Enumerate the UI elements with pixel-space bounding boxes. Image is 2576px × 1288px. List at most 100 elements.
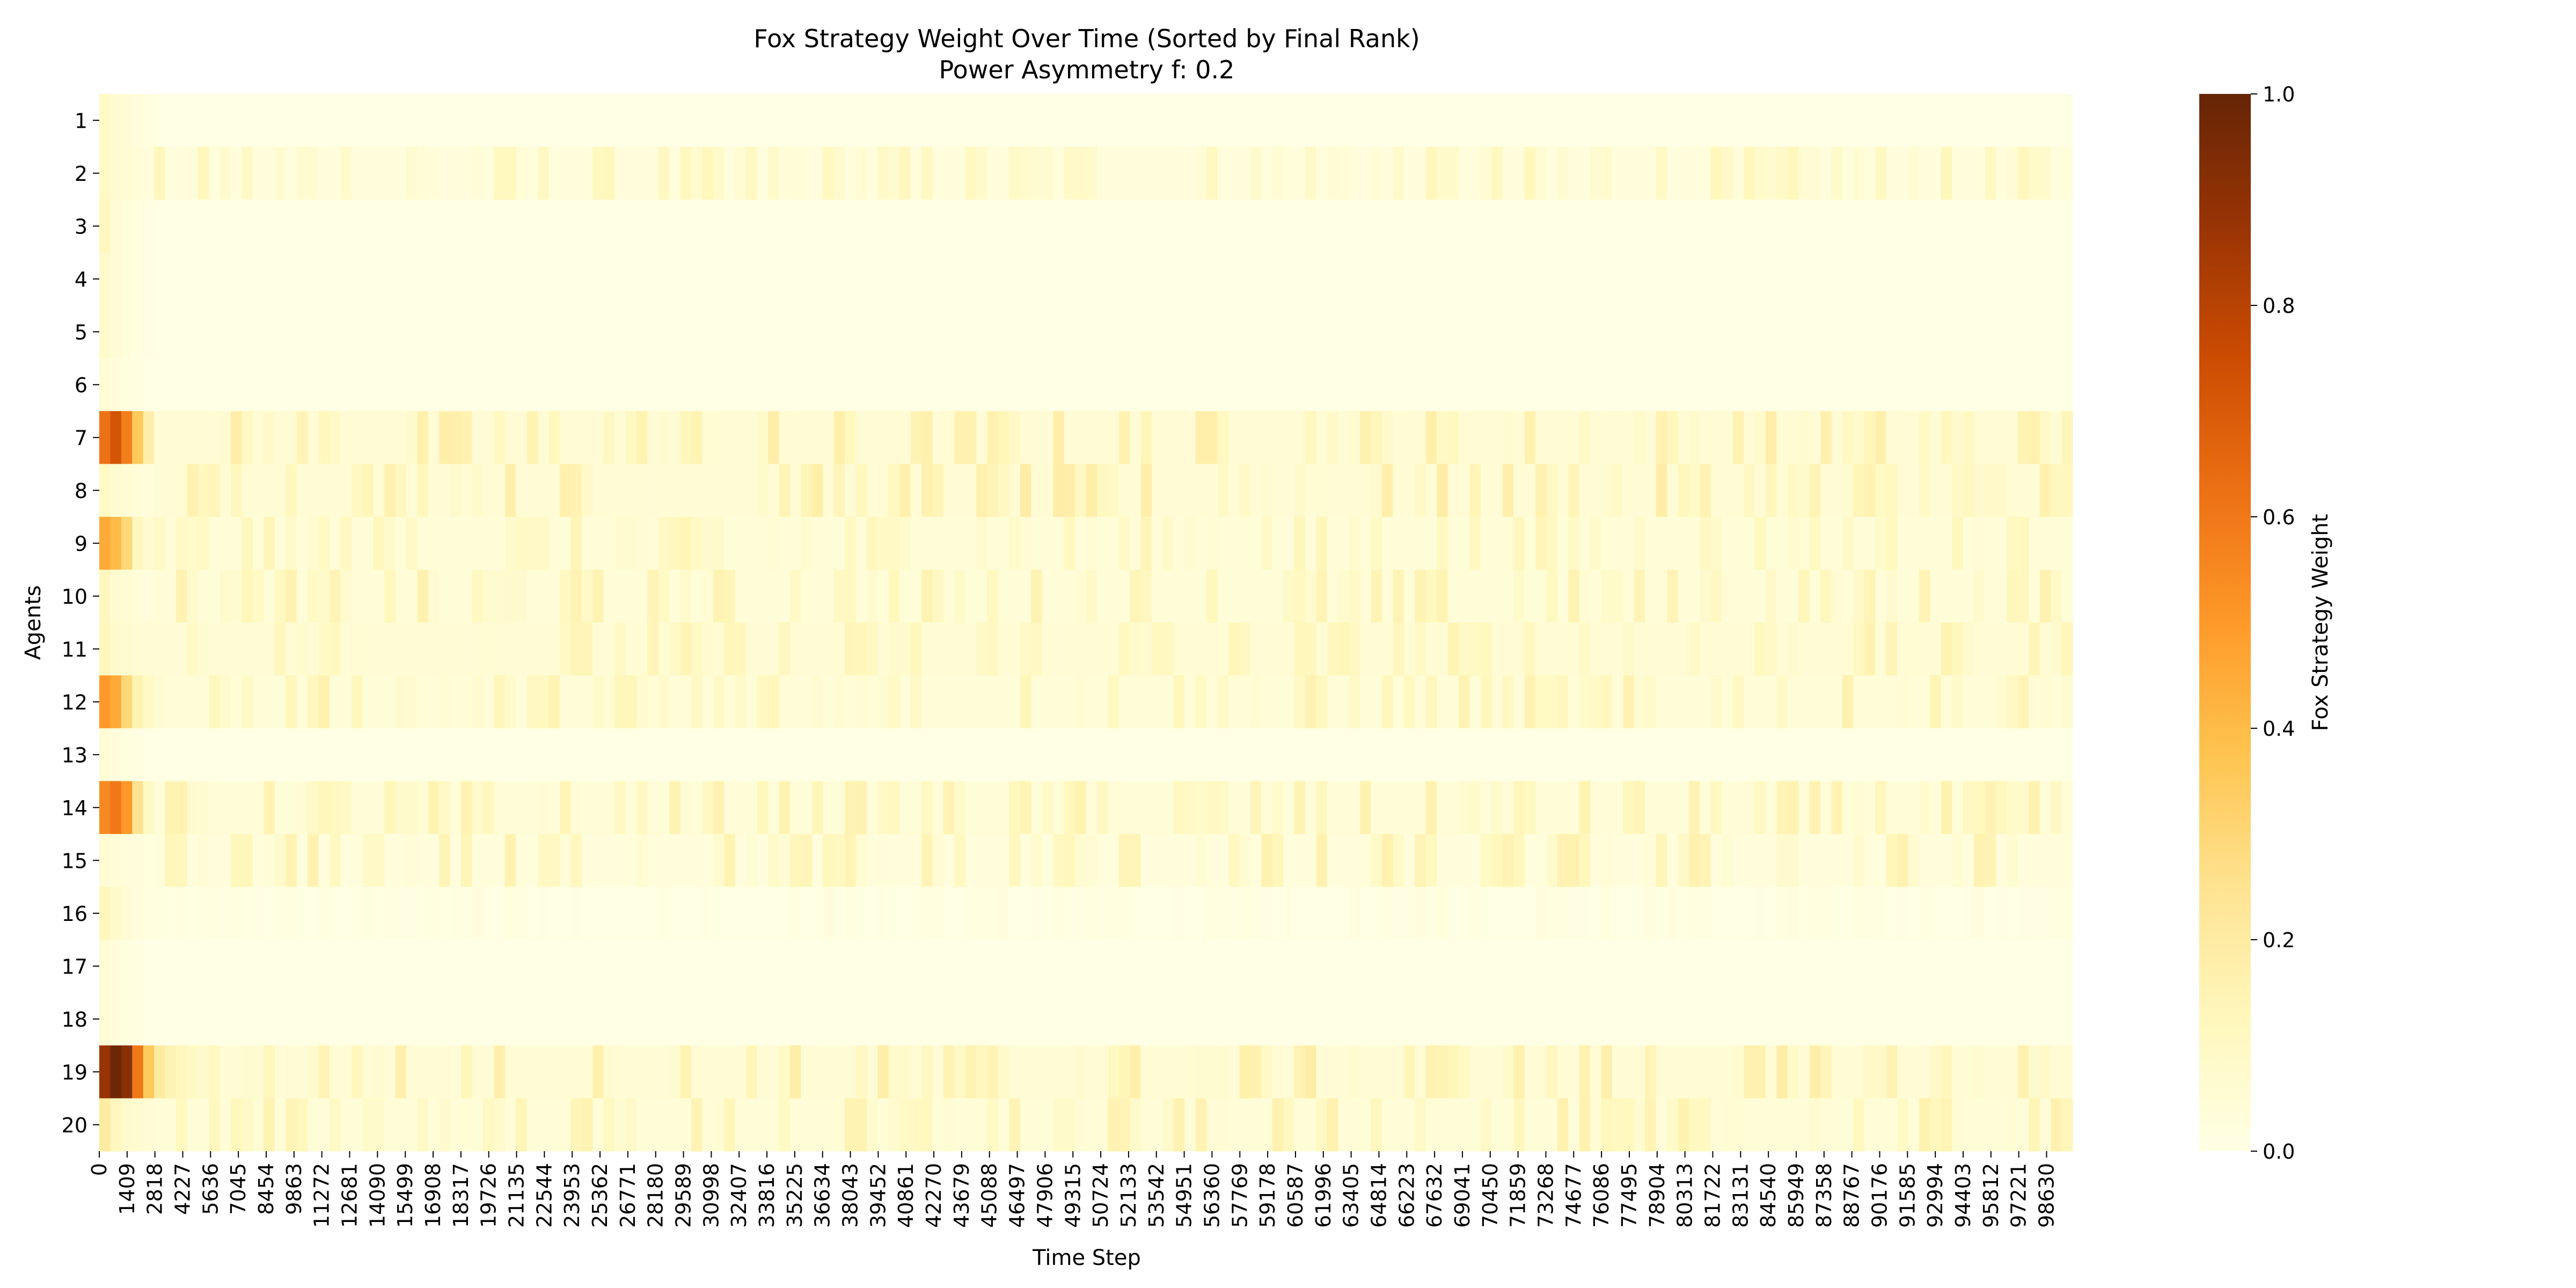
heatmap-cell [1634, 305, 1645, 359]
heatmap-cell [581, 623, 593, 676]
heatmap-cell [746, 1045, 758, 1099]
heatmap-cell [1206, 940, 1218, 993]
heatmap-cell [175, 147, 188, 200]
heatmap-cell [1502, 569, 1514, 623]
heatmap-cell [1403, 517, 1415, 570]
heatmap-cell [143, 411, 155, 465]
heatmap-cell [559, 834, 571, 888]
heatmap-cell [1217, 675, 1229, 729]
heatmap-cell [548, 992, 560, 1046]
heatmap-cell [1403, 728, 1415, 782]
heatmap-cell [1349, 834, 1360, 888]
heatmap-cell [143, 464, 155, 517]
heatmap-cell [625, 464, 637, 517]
heatmap-cell [702, 200, 714, 253]
heatmap-cell [888, 1098, 900, 1152]
heatmap-cell [1546, 94, 1558, 148]
heatmap-cell [1261, 940, 1273, 993]
heatmap-cell [1974, 252, 1986, 306]
heatmap-cell [757, 94, 769, 148]
heatmap-cell [1140, 1045, 1152, 1099]
heatmap-cell [548, 464, 560, 517]
heatmap-cell [154, 834, 166, 888]
heatmap-cell [1601, 411, 1613, 465]
heatmap-cell [1064, 1098, 1075, 1152]
heatmap-cell [1974, 887, 1986, 940]
heatmap-cell [1710, 464, 1722, 517]
heatmap-cell [504, 358, 516, 412]
heatmap-cell [735, 252, 747, 306]
heatmap-cell [965, 940, 977, 993]
heatmap-cell [1086, 781, 1097, 835]
heatmap-cell [450, 569, 462, 623]
heatmap-cell [1754, 834, 1766, 888]
heatmap-cell [121, 1098, 133, 1152]
heatmap-cell [1590, 781, 1602, 835]
heatmap-cell [1732, 517, 1744, 570]
heatmap-cell [494, 517, 506, 570]
heatmap-cell [1678, 992, 1689, 1046]
heatmap-cell [1732, 992, 1744, 1046]
heatmap-cell [1272, 623, 1284, 676]
heatmap-cell [1963, 200, 1974, 253]
heatmap-cell [1206, 834, 1218, 888]
heatmap-cell [570, 147, 582, 200]
heatmap-cell [1042, 569, 1053, 623]
heatmap-cell [1086, 94, 1097, 148]
heatmap-cell [526, 940, 538, 993]
heatmap-cell [592, 147, 604, 200]
heatmap-cell [1228, 1098, 1240, 1152]
heatmap-cell [373, 517, 385, 570]
heatmap-cell [1108, 623, 1119, 676]
heatmap-cell [548, 305, 560, 359]
heatmap-cell [1722, 358, 1733, 412]
heatmap-cell [472, 675, 484, 729]
heatmap-cell [318, 569, 330, 623]
heatmap-cell [1469, 834, 1481, 888]
heatmap-cell [1787, 464, 1799, 517]
heatmap-cell [724, 992, 736, 1046]
heatmap-cell [1744, 781, 1755, 835]
heatmap-cell [976, 1098, 988, 1152]
heatmap-cell [1250, 992, 1262, 1046]
heatmap-cell [1634, 940, 1645, 993]
heatmap-cell [308, 569, 319, 623]
heatmap-cell [132, 305, 144, 359]
heatmap-cell [1162, 411, 1174, 465]
heatmap-cell [286, 147, 297, 200]
heatmap-cell [439, 94, 451, 148]
heatmap-cell [1744, 464, 1755, 517]
heatmap-cell [1996, 517, 2008, 570]
x-tick-label: 4227 [171, 1163, 195, 1215]
heatmap-cell [603, 569, 615, 623]
heatmap-cell [121, 834, 133, 888]
heatmap-cell [439, 147, 451, 200]
heatmap-cell [757, 728, 769, 782]
heatmap-cell [1217, 1045, 1229, 1099]
heatmap-cell [175, 1098, 188, 1152]
heatmap-cell [1108, 94, 1119, 148]
heatmap-cell [899, 200, 911, 253]
heatmap-cell [932, 358, 944, 412]
heatmap-cell [833, 358, 845, 412]
heatmap-cell [1064, 358, 1075, 412]
heatmap-cell [1415, 305, 1426, 359]
heatmap-cell [647, 940, 659, 993]
heatmap-cell [1754, 1045, 1766, 1099]
heatmap-cell [1152, 252, 1163, 306]
heatmap-cell [1206, 200, 1218, 253]
heatmap-cell [1568, 675, 1580, 729]
heatmap-cell [921, 147, 933, 200]
heatmap-cell [417, 411, 429, 465]
heatmap-cell [1513, 305, 1525, 359]
heatmap-cell [603, 992, 615, 1046]
heatmap-cell [175, 94, 188, 148]
heatmap-cell [669, 411, 681, 465]
heatmap-cell [1700, 781, 1711, 835]
heatmap-cell [669, 623, 681, 676]
heatmap-cell [998, 834, 1010, 888]
heatmap-cell [219, 992, 231, 1046]
heatmap-cell [724, 94, 736, 148]
heatmap-cell [910, 569, 922, 623]
heatmap-cell [1425, 623, 1437, 676]
